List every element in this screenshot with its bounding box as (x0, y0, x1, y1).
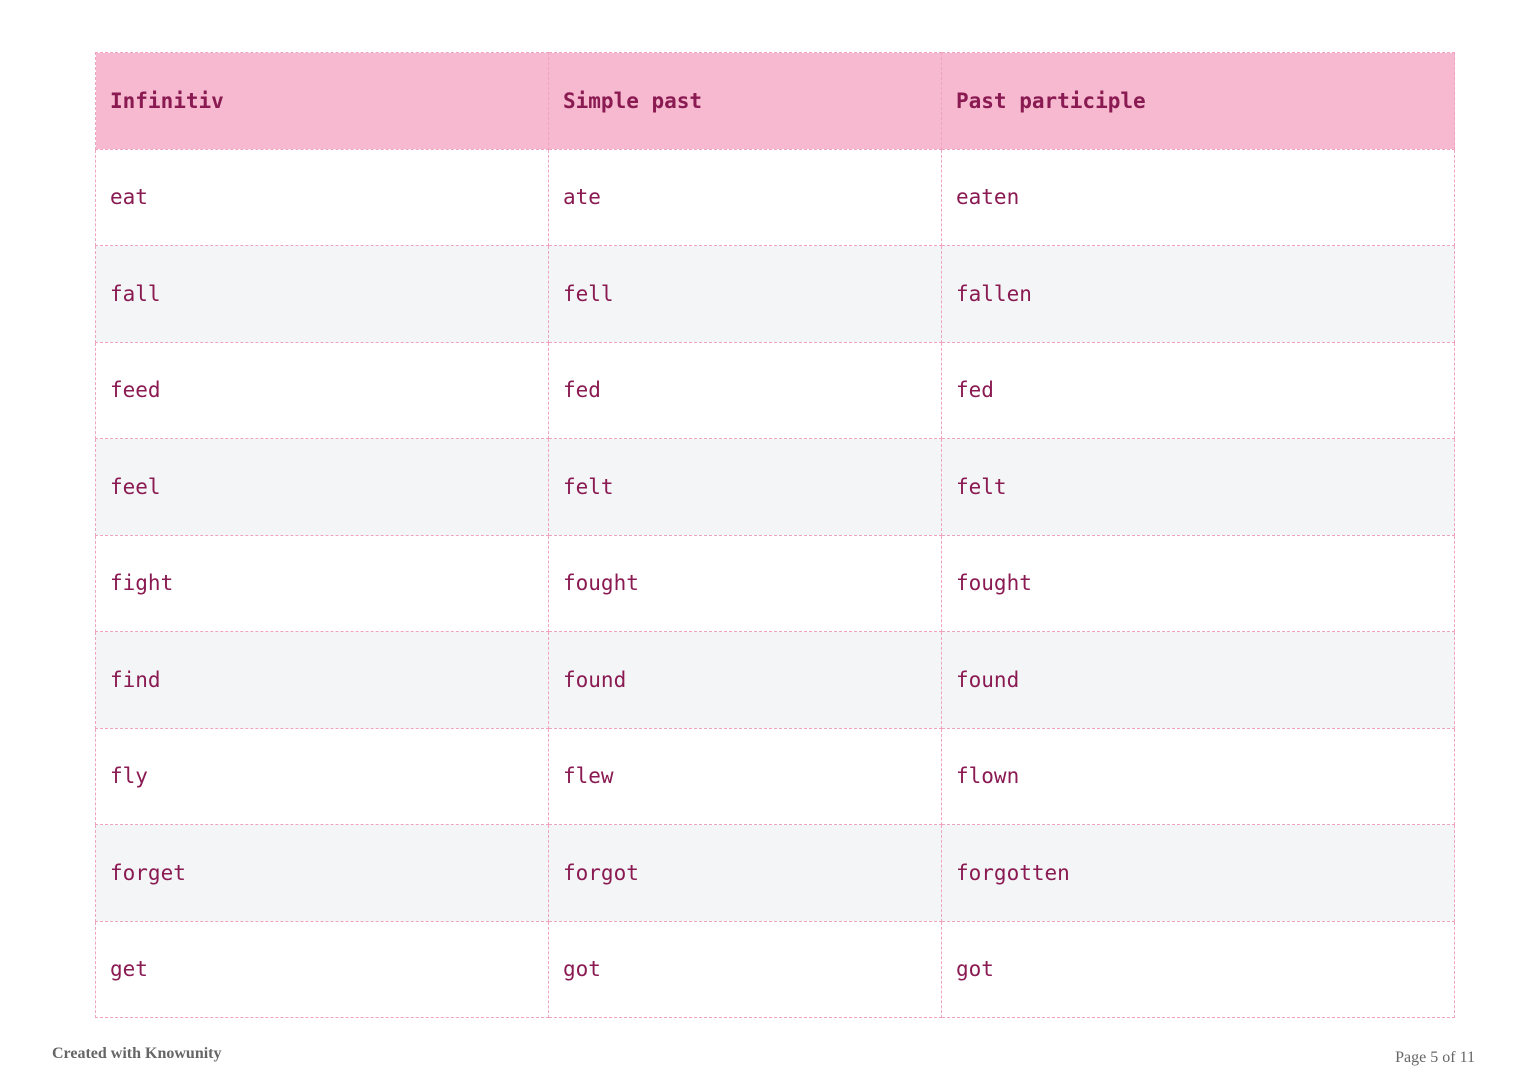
header-past-participle: Past participle (941, 52, 1455, 150)
table-cell: found (941, 631, 1455, 729)
table-cell: fallen (941, 245, 1455, 343)
table-header-row: Infinitiv Simple past Past participle (95, 52, 1455, 150)
table-row: feel felt felt (95, 438, 1455, 536)
table-cell: eat (95, 148, 549, 246)
header-infinitiv: Infinitiv (95, 52, 549, 150)
table-cell: find (95, 631, 549, 729)
table-cell: felt (548, 438, 942, 536)
table-cell: fight (95, 534, 549, 632)
page-number: Page 5 of 11 (1395, 1049, 1475, 1066)
table-cell: flew (548, 727, 942, 825)
table-row: feed fed fed (95, 341, 1455, 439)
table-cell: fall (95, 245, 549, 343)
irregular-verbs-table: Infinitiv Simple past Past participle ea… (95, 52, 1455, 1018)
table-cell: fought (548, 534, 942, 632)
created-with-label: Created with Knowunity (52, 1045, 222, 1062)
table-cell: fed (941, 341, 1455, 439)
table-row: find found found (95, 631, 1455, 729)
table-row: eat ate eaten (95, 148, 1455, 246)
table-cell: fell (548, 245, 942, 343)
table-cell: ate (548, 148, 942, 246)
table-cell: forgotten (941, 824, 1455, 922)
table-row: fight fought fought (95, 534, 1455, 632)
table-row: forget forgot forgotten (95, 824, 1455, 922)
table-cell: forgot (548, 824, 942, 922)
header-simple-past: Simple past (548, 52, 942, 150)
table-cell: fly (95, 727, 549, 825)
table-cell: feel (95, 438, 549, 536)
table-row: get got got (95, 920, 1455, 1018)
table-cell: forget (95, 824, 549, 922)
table-cell: got (941, 920, 1455, 1018)
table-row: fly flew flown (95, 727, 1455, 825)
table-cell: flown (941, 727, 1455, 825)
table-cell: fought (941, 534, 1455, 632)
table-cell: get (95, 920, 549, 1018)
table-cell: fed (548, 341, 942, 439)
table-cell: got (548, 920, 942, 1018)
table-cell: eaten (941, 148, 1455, 246)
table-cell: feed (95, 341, 549, 439)
table-cell: felt (941, 438, 1455, 536)
table-row: fall fell fallen (95, 245, 1455, 343)
table-cell: found (548, 631, 942, 729)
